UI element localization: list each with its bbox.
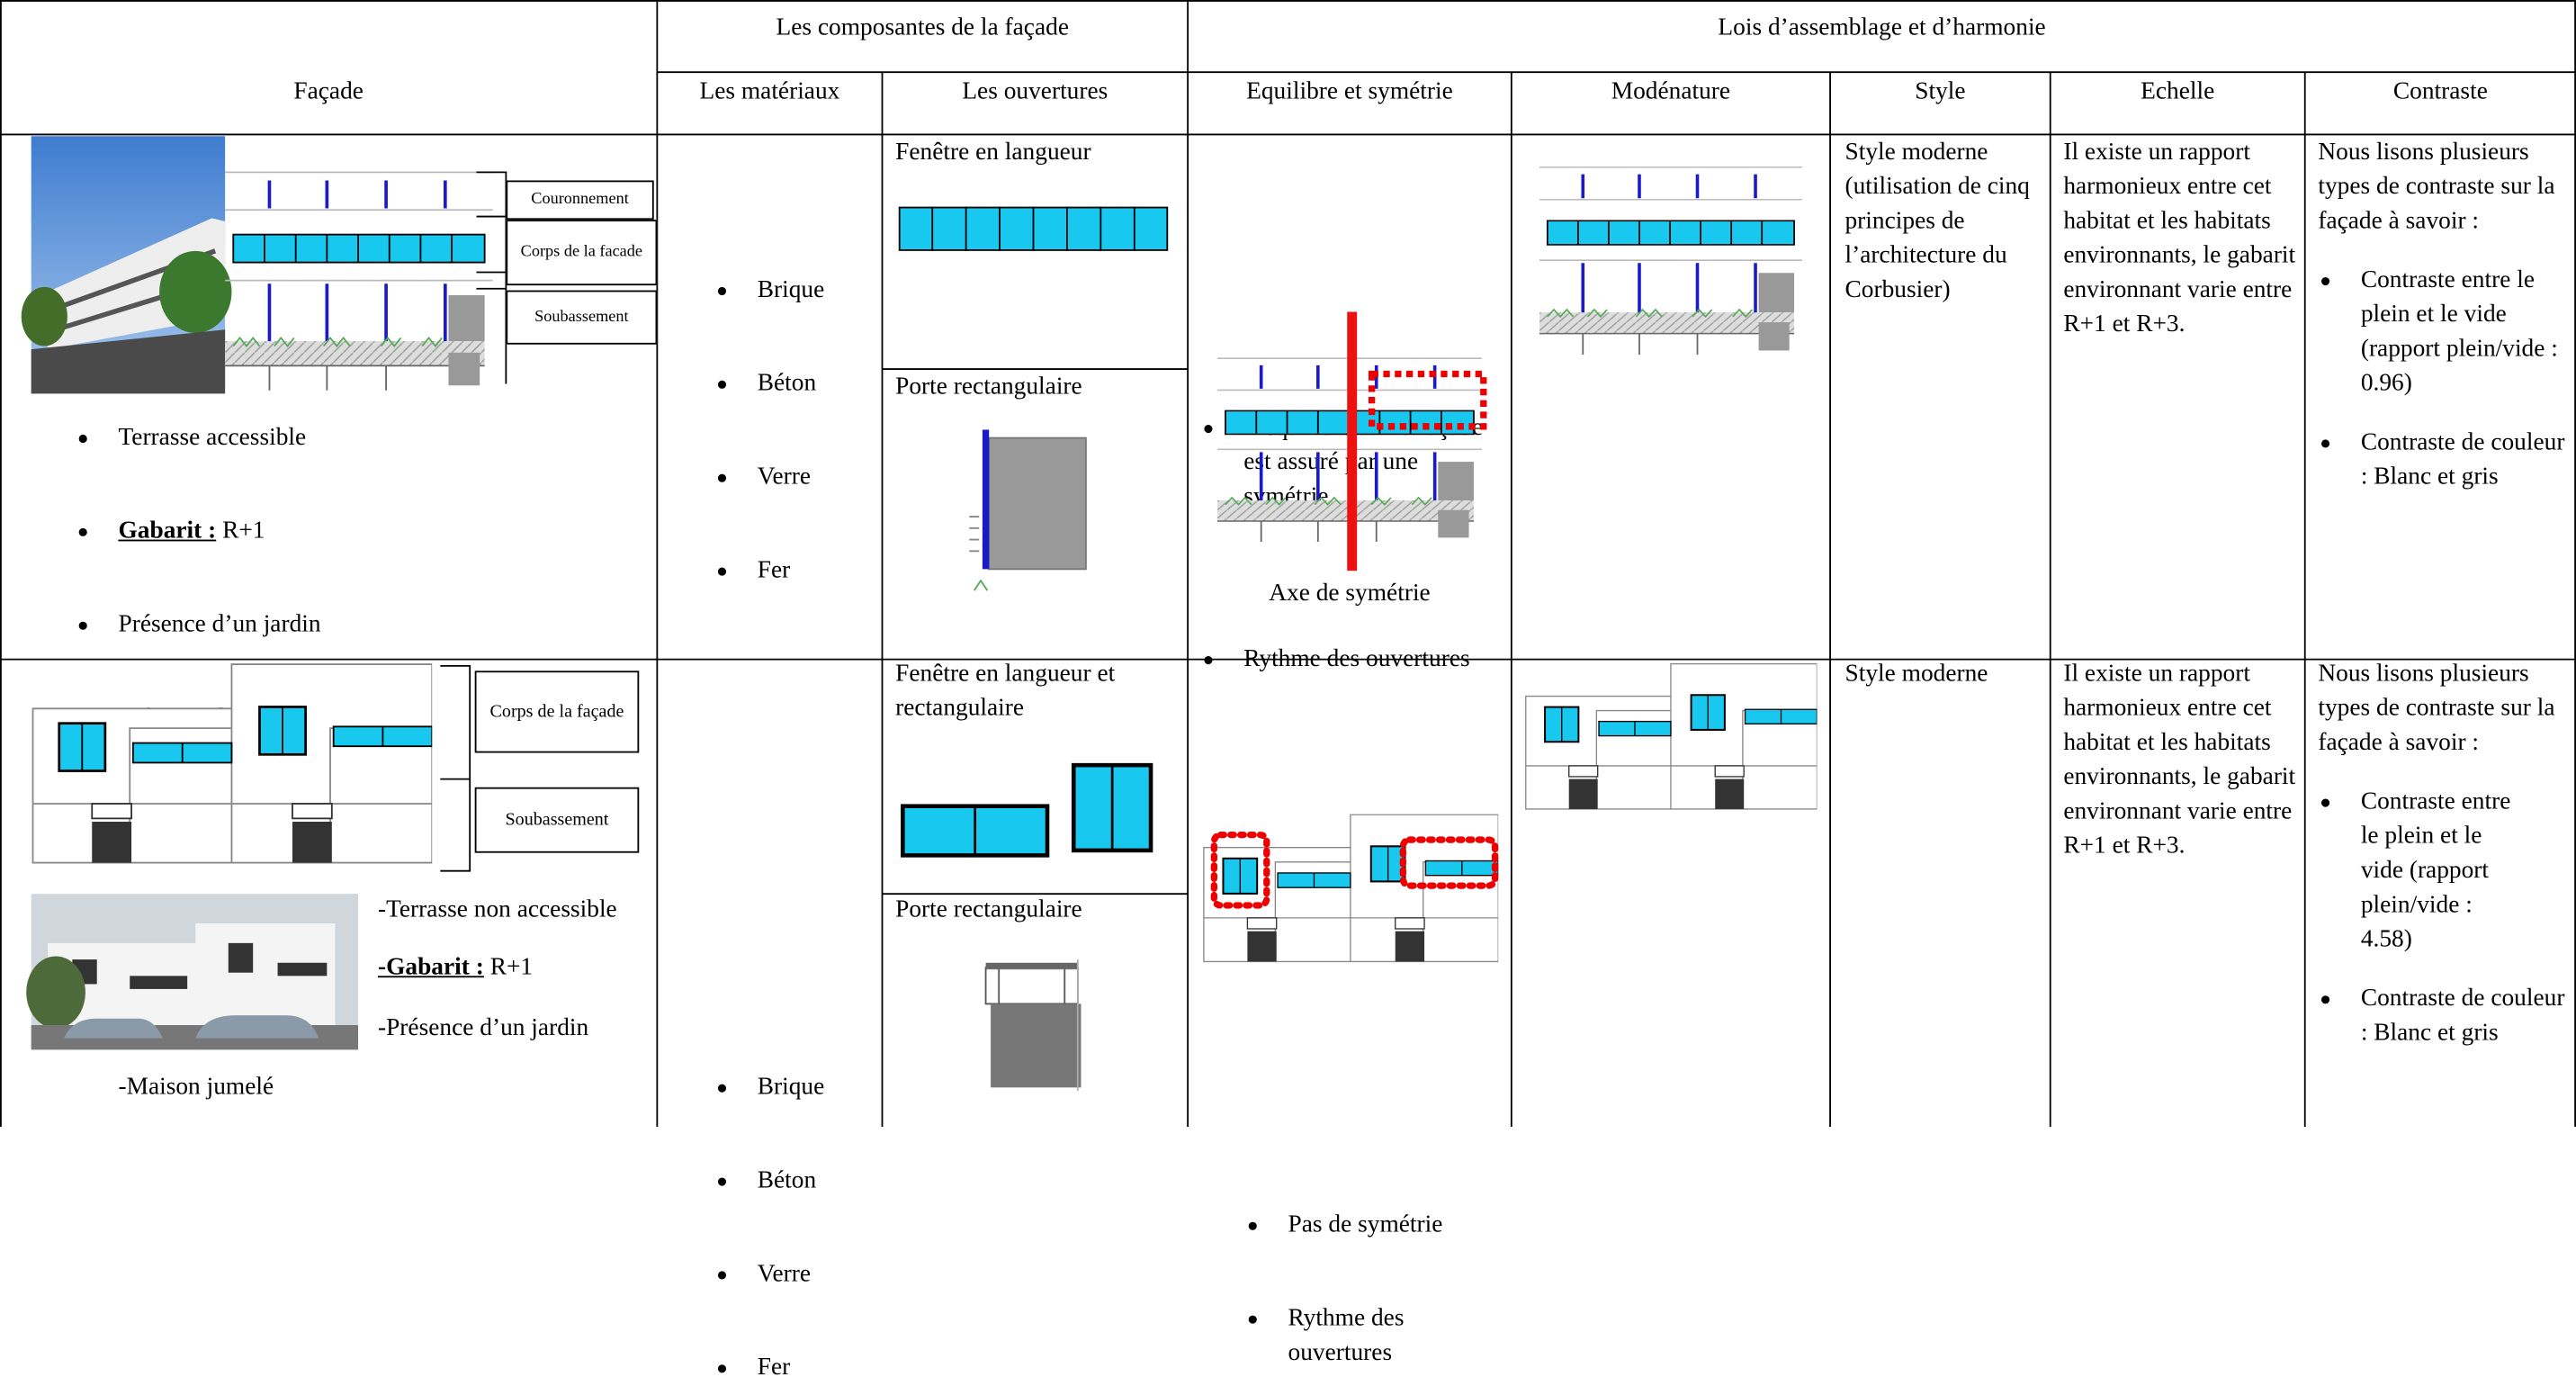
balance-point: Pas de symétrie	[1248, 1209, 1494, 1243]
feature: Gabarit : R+1	[78, 515, 2576, 549]
part-label: Soubassement	[506, 290, 658, 345]
photo	[26, 894, 359, 1050]
material: Fer	[717, 1352, 2576, 1386]
material: Béton	[717, 1165, 2576, 1199]
header: Equilibre et symétrie	[1246, 78, 1453, 105]
balance-point: Rythme des ouvertures	[1248, 1302, 1494, 1372]
balance-point: Rythme des ouvertures	[1204, 643, 1506, 677]
material: Brique	[717, 274, 2576, 308]
material: Verre	[717, 1258, 2576, 1292]
contrast-point: Contraste entre le plein et le vide (rap…	[2320, 786, 2526, 958]
style-text: Style moderne (utilisation de cinq princ…	[1844, 139, 2030, 304]
feature: -Terrasse non accessible	[377, 896, 617, 924]
material: Verre	[717, 461, 2576, 495]
door-drawing	[984, 959, 1082, 1091]
part-label: Couronnement	[506, 180, 654, 220]
feature: Présence d’un jardin	[78, 608, 2576, 643]
part-label: Soubassement	[474, 787, 640, 853]
caption: Axe de symétrie	[1269, 580, 1431, 608]
opening-label: Fenêtre en langueur	[895, 139, 1091, 166]
feature-label: Gabarit :	[118, 518, 217, 545]
symmetry-drawing	[1217, 311, 1487, 572]
opening-label: Fenêtre en langueur et rectangulaire	[895, 661, 1116, 722]
header: Lois d’assemblage et d’harmonie	[1718, 14, 2046, 41]
feature: -Maison jumelé	[118, 1074, 274, 1101]
style-text: Style moderne	[1844, 661, 1988, 688]
opening-label: Porte rectangulaire	[895, 896, 1082, 924]
scale-text: Il existe un rapport harmonieux entre ce…	[2063, 661, 2296, 860]
contrast-point: Contraste entre le plein et le vide (rap…	[2320, 264, 2568, 401]
material: Fer	[717, 554, 2576, 589]
contrast-intro: Nous lisons plusieurs types de contraste…	[2318, 661, 2555, 757]
header: Modénature	[1611, 78, 1731, 105]
door-drawing	[969, 429, 1087, 591]
feature: -Gabarit : R+1	[378, 951, 533, 986]
header: Les matériaux	[699, 78, 840, 105]
contrast-cell: Nous lisons plusieurs types de contraste…	[2318, 136, 2568, 495]
feature-label: -Gabarit :	[377, 954, 484, 981]
bracket	[476, 171, 507, 384]
header: Echelle	[2141, 78, 2215, 105]
contrast-point: Contraste de couleur : Blanc et gris	[2320, 427, 2568, 496]
contrast-intro: Nous lisons plusieurs types de contraste…	[2318, 139, 2555, 235]
contrast-point: Contraste de couleur : Blanc et gris	[2320, 983, 2568, 1052]
symmetry-drawing	[1203, 814, 1499, 965]
facade-drawing	[225, 136, 493, 393]
feature-value: R+1	[222, 518, 265, 545]
feature: Terrasse accessible	[78, 421, 2576, 455]
feature-value: R+1	[489, 954, 534, 981]
bracket	[440, 664, 471, 872]
header: Façade	[293, 78, 364, 105]
header: Contraste	[2392, 78, 2488, 105]
header: Style	[1915, 78, 1966, 105]
material: Béton	[717, 367, 2576, 401]
table-grid	[0, 0, 2576, 1127]
photo	[21, 136, 232, 394]
part-label: Corps de la façade	[474, 670, 640, 753]
part-label: Corps de la facade	[506, 220, 658, 286]
material: Brique	[717, 1071, 2576, 1105]
window-drawing	[901, 762, 1153, 858]
facade-drawing	[31, 662, 433, 864]
opening-label: Porte rectangulaire	[895, 374, 1082, 400]
header: Les composantes de la façade	[776, 14, 1069, 41]
header: Les ouvertures	[962, 78, 1108, 105]
modenature-drawing	[1539, 136, 1802, 357]
contrast-cell: Nous lisons plusieurs types de contraste…	[2318, 658, 2568, 1051]
window-drawing	[898, 206, 1169, 251]
modenature-drawing	[1524, 662, 1817, 810]
feature: -Présence d’un jardin	[377, 1015, 589, 1042]
scale-text: Il existe un rapport harmonieux entre ce…	[2063, 139, 2296, 338]
